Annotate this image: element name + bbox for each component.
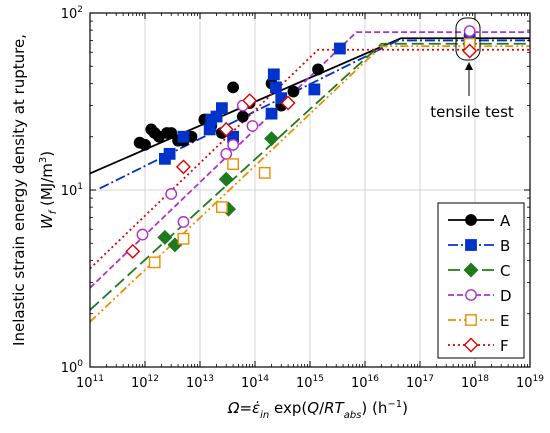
data-point-a xyxy=(227,81,240,94)
data-point-d xyxy=(165,188,178,200)
data-point-d xyxy=(136,228,149,241)
data-point-b xyxy=(177,130,190,143)
data-point-b xyxy=(308,83,321,96)
y-axis-title-line2: Wf (MJ/m3) xyxy=(38,151,59,229)
legend-box xyxy=(437,202,525,359)
y-tick-label: 102 xyxy=(61,5,83,22)
data-point-e xyxy=(227,158,240,171)
legend-label-e: E xyxy=(500,312,509,330)
annotation-text: tensile test xyxy=(430,103,514,121)
data-point-e xyxy=(148,256,161,269)
data-point-b xyxy=(215,102,228,115)
data-point-e xyxy=(258,166,271,179)
x-axis-title: Ω=ε̇in exp(Q/RTabs) (h−1) xyxy=(227,399,408,421)
fit-line-d xyxy=(89,31,530,289)
legend-marker-b xyxy=(465,239,477,251)
x-tick-label: 1013 xyxy=(186,374,214,391)
data-point-f xyxy=(462,43,478,59)
x-tick-label: 1012 xyxy=(131,374,159,391)
x-tick-label: 1015 xyxy=(296,374,324,391)
data-point-b xyxy=(265,107,278,120)
data-point-a xyxy=(165,127,178,139)
data-point-f xyxy=(125,243,141,259)
legend-label-c: C xyxy=(500,262,510,280)
data-point-d xyxy=(177,216,190,228)
y-axis-title: Inelastic strain energy density at ruptu… xyxy=(10,34,28,346)
x-tick-label: 1019 xyxy=(516,374,544,391)
legend-marker-a xyxy=(465,214,477,226)
data-point-d xyxy=(220,147,233,160)
data-point-a xyxy=(236,110,249,123)
x-tick-label: 1011 xyxy=(76,374,104,391)
x-tick-label: 1018 xyxy=(461,374,489,391)
y-tick-label: 101 xyxy=(61,182,83,199)
fit-line-b xyxy=(99,39,530,190)
x-tick-label: 1016 xyxy=(351,374,379,391)
data-point-c xyxy=(264,131,280,147)
tensile-test-highlight xyxy=(455,17,481,61)
tensile-test-annotation: tensile test xyxy=(430,17,514,121)
data-point-b xyxy=(267,68,280,81)
legend-label-d: D xyxy=(500,287,512,305)
x-tick-label: 1014 xyxy=(241,374,269,391)
data-point-f xyxy=(175,159,191,175)
data-point-e xyxy=(215,201,228,214)
fit-line-c xyxy=(89,42,530,311)
data-point-c xyxy=(157,229,173,245)
data-point-f xyxy=(218,121,234,137)
annotation-arrowhead xyxy=(465,62,473,70)
legend-marker-e xyxy=(465,314,477,326)
legend-label-b: B xyxy=(500,237,510,255)
data-point-a xyxy=(139,138,151,151)
data-point-f xyxy=(280,95,296,111)
legend-label-f: F xyxy=(500,337,509,355)
data-point-d xyxy=(246,120,259,132)
data-point-c xyxy=(218,171,234,187)
x-tick-label: 1017 xyxy=(406,374,434,391)
data-point-e xyxy=(177,232,190,245)
y-tick-label: 100 xyxy=(61,359,84,376)
data-point-d xyxy=(463,25,476,38)
data-point-d xyxy=(227,138,240,151)
legend-marker-f xyxy=(463,337,479,353)
data-point-b xyxy=(203,123,216,136)
data-point-b xyxy=(163,147,176,160)
data-point-f xyxy=(242,93,258,109)
data-point-a xyxy=(287,85,300,98)
fit-line-e xyxy=(89,45,530,323)
data-point-b xyxy=(270,81,282,94)
legend-label-a: A xyxy=(500,212,511,230)
legend-marker-c xyxy=(463,262,479,278)
data-point-a xyxy=(312,63,324,76)
fit-line-a xyxy=(89,37,530,175)
data-point-b xyxy=(334,42,346,55)
legend-marker-d xyxy=(465,289,477,301)
